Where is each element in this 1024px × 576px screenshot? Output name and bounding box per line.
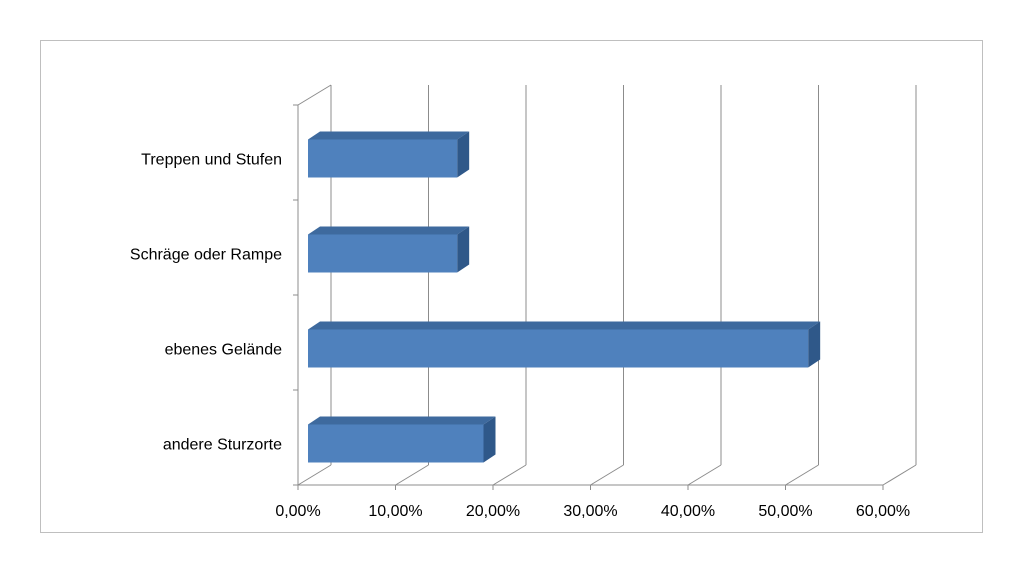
bar	[308, 139, 458, 178]
floor-gridline	[882, 464, 917, 486]
floor-gridline	[687, 464, 722, 486]
bar-top	[308, 226, 470, 235]
side-wall-top	[297, 84, 332, 106]
floor-gridline	[785, 464, 819, 486]
bar-side	[457, 226, 470, 273]
bar	[308, 234, 458, 273]
x-tick-label: 0,00%	[275, 503, 320, 520]
floor-gridline	[492, 464, 527, 486]
bar-top	[308, 416, 496, 425]
bar	[308, 424, 484, 463]
x-tick-label: 60,00%	[856, 503, 910, 520]
bar-side	[808, 321, 821, 368]
chart-frame	[40, 40, 983, 533]
bar-top	[308, 131, 470, 140]
category-label: ebenes Gelände	[165, 342, 283, 359]
bar-top	[308, 321, 821, 330]
x-tick-label: 30,00%	[563, 503, 617, 520]
floor-gridline	[590, 464, 624, 486]
category-label: Schräge oder Rampe	[130, 247, 282, 264]
x-tick-label: 20,00%	[466, 503, 520, 520]
floor-gridline	[297, 464, 332, 486]
x-tick-label: 50,00%	[758, 503, 812, 520]
bar-side	[457, 131, 470, 178]
category-label: Treppen und Stufen	[141, 152, 282, 169]
x-tick-label: 10,00%	[368, 503, 422, 520]
category-label: andere Sturzorte	[163, 437, 282, 454]
bar	[308, 329, 809, 368]
bar-side	[483, 416, 496, 463]
x-tick-label: 40,00%	[661, 503, 715, 520]
floor-gridline	[395, 464, 429, 486]
